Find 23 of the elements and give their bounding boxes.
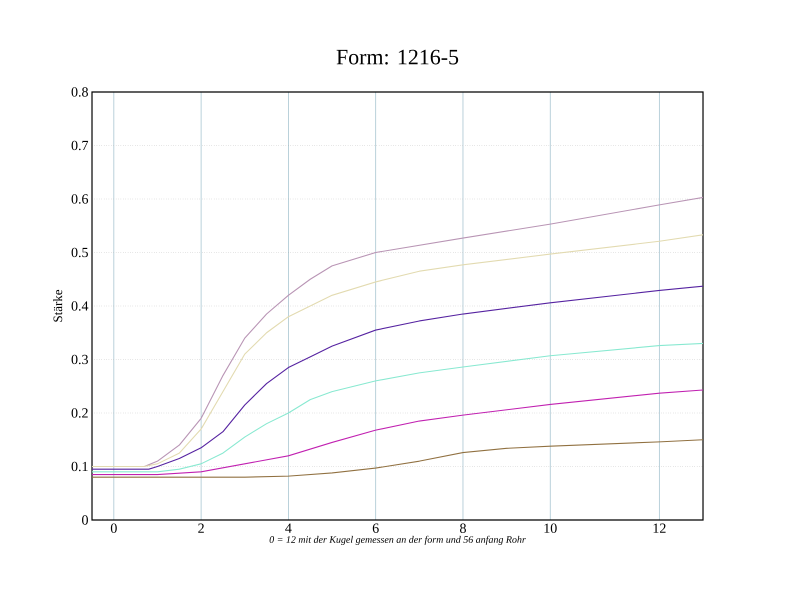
line-series xyxy=(92,439,704,478)
x-tick-label: 4 xyxy=(285,524,292,533)
y-axis-title: Stärke xyxy=(53,290,62,322)
chart-title: Form: 1216-5 xyxy=(336,50,458,65)
x-tick-label: 10 xyxy=(544,524,557,533)
line-series xyxy=(92,342,704,472)
x-tick-label: 2 xyxy=(198,524,204,533)
y-tick-label: 0.8 xyxy=(72,87,88,97)
y-tick-label: 0.4 xyxy=(72,301,88,311)
y-tick-label: 0.5 xyxy=(72,248,88,258)
x-tick-label: 8 xyxy=(460,524,466,533)
x-axis-title: 0 = 12 mit der Kugel gemessen an der form und 56 anfang Rohr xyxy=(270,536,526,545)
y-tick-label: 0.6 xyxy=(72,194,88,204)
line-series xyxy=(92,389,704,476)
y-tick-label: 0.7 xyxy=(72,140,88,150)
y-tick-label: 0.3 xyxy=(72,354,88,364)
y-tick-label: 0.2 xyxy=(72,408,88,418)
line-series xyxy=(92,286,704,470)
x-tick-label: 0 xyxy=(110,524,117,533)
x-tick-label: 12 xyxy=(654,524,666,533)
x-tick-label: 6 xyxy=(372,524,379,533)
y-tick-label: 0.1 xyxy=(72,462,88,472)
y-tick-label: 0 xyxy=(82,515,88,525)
